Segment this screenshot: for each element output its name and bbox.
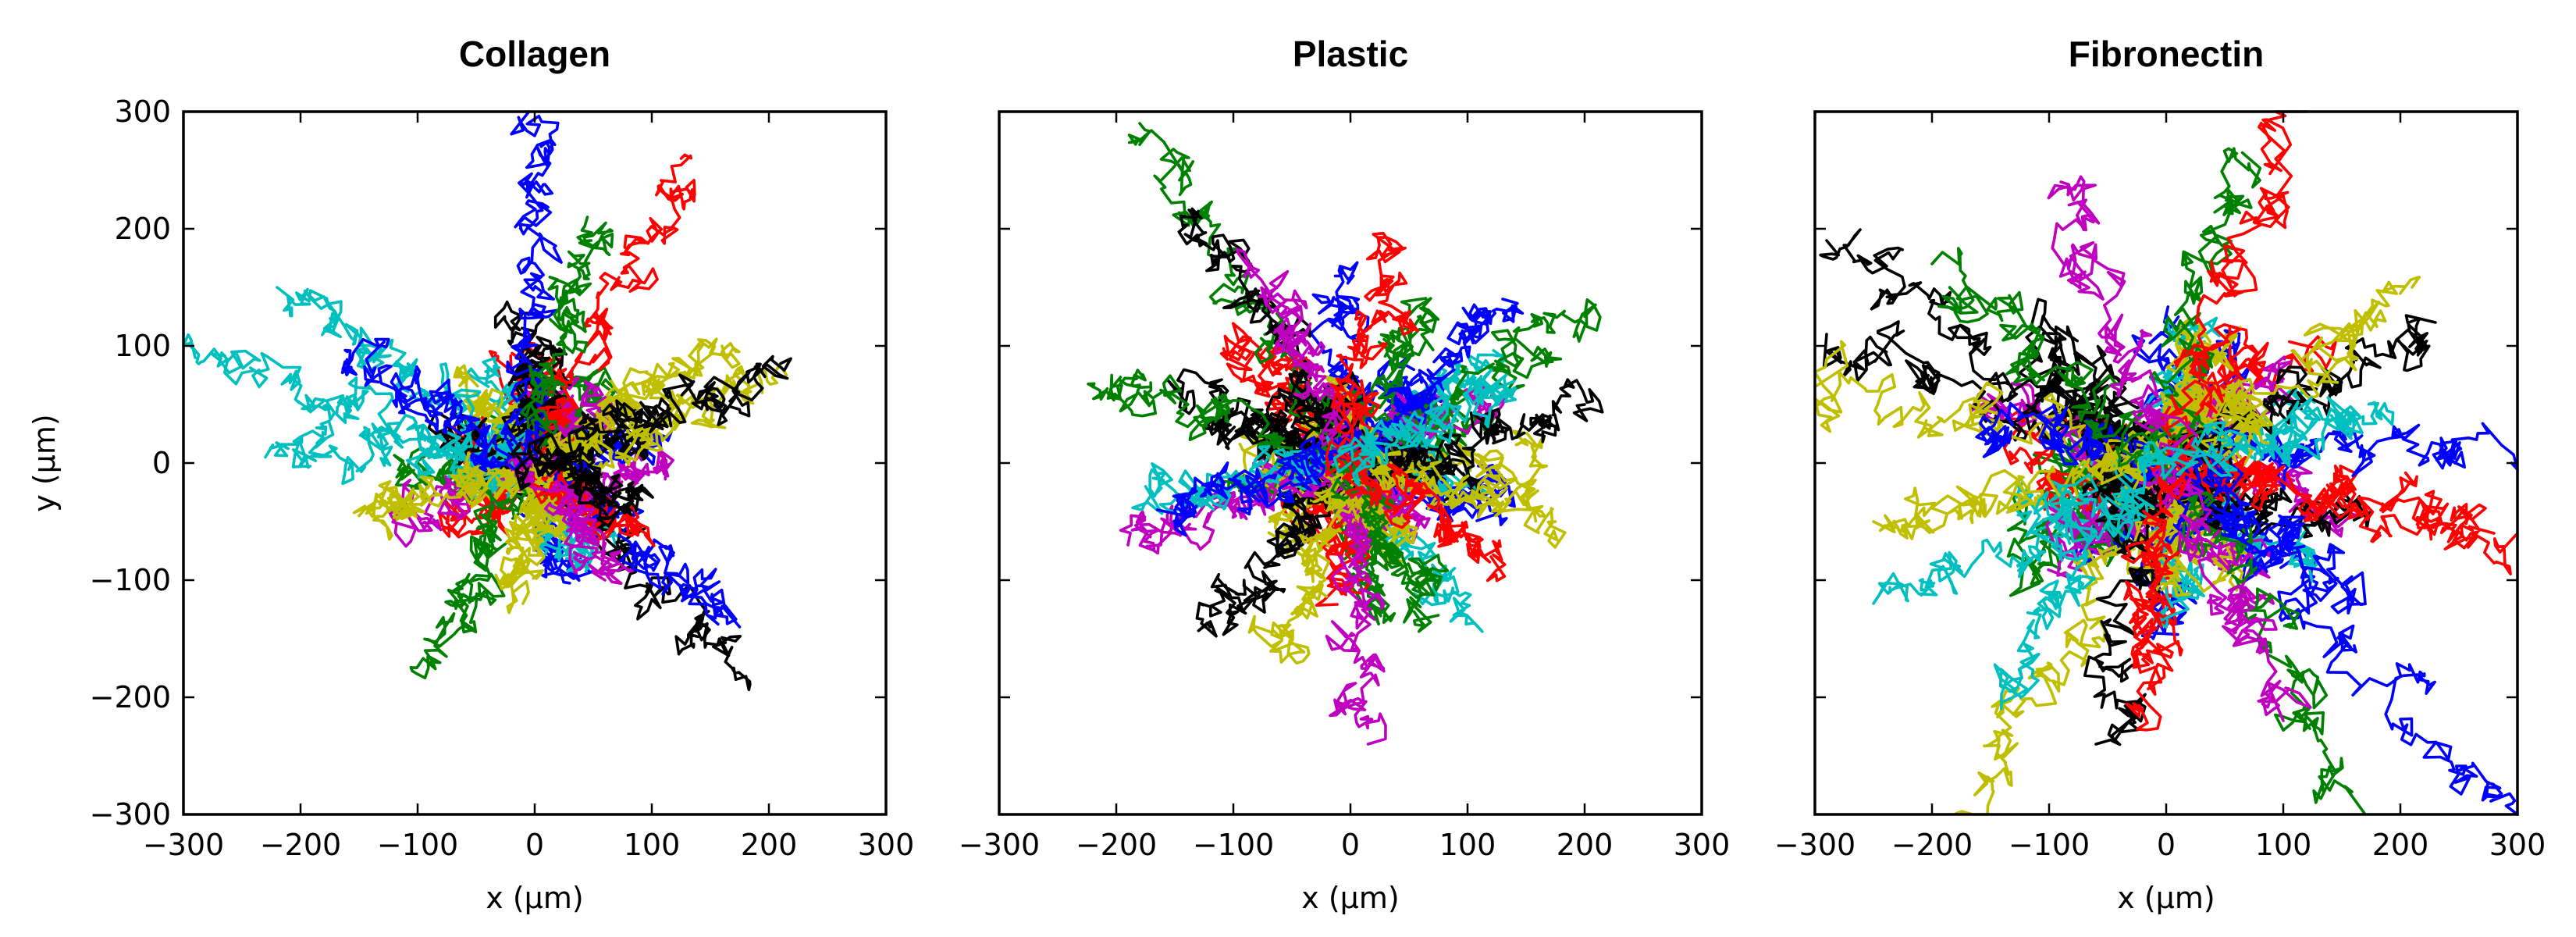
cell-track [1247,446,1374,665]
ticks-layer: −300 −200 −100 0 100 200 300 [959,110,1731,862]
x-tick-label: −300 [143,828,224,862]
tracks-layer [182,110,792,692]
x-tick-label: 0 [2157,828,2176,862]
tracks-layer [1813,110,2519,816]
x-tick-label: 100 [624,828,681,862]
x-tick-label: −200 [260,828,341,862]
x-tick-label: 200 [741,828,798,862]
cell-track [1324,450,1387,746]
panel-plastic: Plastic x (µm) −300 −200 −100 0 100 200 300 [959,34,1730,915]
x-tick-label: 100 [1439,828,1496,862]
cell-track [352,451,557,541]
plot-frame [1813,110,2519,816]
cell-track [1332,368,1517,487]
cell-track [2137,396,2395,478]
x-tick-label: 200 [2372,828,2429,862]
cell-track [1872,440,2177,605]
cell-track [2145,447,2519,816]
tracks-layer [1087,122,1604,746]
cell-track [2142,451,2367,615]
x-tick-label: −100 [377,828,458,862]
cell-track [511,433,654,528]
panel-title: Plastic [1293,34,1408,74]
panel-title: Fibronectin [2069,34,2264,74]
cell-track [520,216,614,478]
x-tick-label: −100 [1193,828,1274,862]
cell-track [2147,147,2262,483]
y-tick-label: −100 [90,563,171,597]
x-tick-label: 300 [2489,828,2546,862]
cell-track [1330,442,1567,549]
x-axis-label: x (µm) [1301,881,1399,915]
cell-track [526,354,792,480]
cell-track [1330,231,1419,469]
cell-track [1930,247,2176,483]
cell-track [2151,110,2308,468]
cell-track [1235,248,1377,479]
ticks-layer: −300−300 −200 −200 −100 −100 0 0 100 100 200 200 30… [90,94,915,862]
ticks-layer: −300 −200 −100 0 100 200 300 [1774,110,2546,862]
y-tick-label: −200 [90,680,171,714]
y-tick-label: 100 [114,329,171,363]
cell-track [2137,433,2201,597]
x-tick-label: −300 [1774,828,1856,862]
cell-track [1993,442,2176,711]
cell-track [1155,436,1371,537]
x-tick-label: −300 [959,828,1040,862]
panel-fibronectin: Fibronectin x (µm) −300 −200 −100 0 100 200 30… [1774,34,2546,915]
x-tick-label: 100 [2255,828,2312,862]
y-tick-label: 300 [114,94,171,129]
x-tick-label: −100 [2008,828,2090,862]
panel-collagen: Collagen x (µm) y (µm) −300−300−200−200−… [27,34,914,915]
panel-title: Collagen [459,34,610,74]
cell-track [2120,444,2198,732]
cell-track [500,110,563,477]
x-tick-label: 300 [858,828,915,862]
plot-frame [182,110,888,816]
y-axis-label: y (µm) [27,414,62,511]
cell-track [340,337,546,473]
y-tick-label: −300 [90,797,171,832]
x-tick-label: 0 [1341,828,1360,862]
x-tick-label: −200 [1891,828,1973,862]
cell-track [276,286,557,470]
x-tick-label: 300 [1674,828,1731,862]
x-axis-label: x (µm) [486,881,583,915]
y-tick-label: 0 [152,446,171,480]
cell-track [1325,440,1507,583]
cell-track [2047,175,2199,489]
x-tick-label: 0 [525,828,544,862]
y-tick-label: 200 [114,212,171,246]
x-tick-label: 200 [1557,828,1614,862]
cell-track [2143,436,2496,543]
x-tick-label: −200 [1076,828,1157,862]
x-axis-label: x (µm) [2117,881,2215,915]
plot-frame [998,110,1703,816]
